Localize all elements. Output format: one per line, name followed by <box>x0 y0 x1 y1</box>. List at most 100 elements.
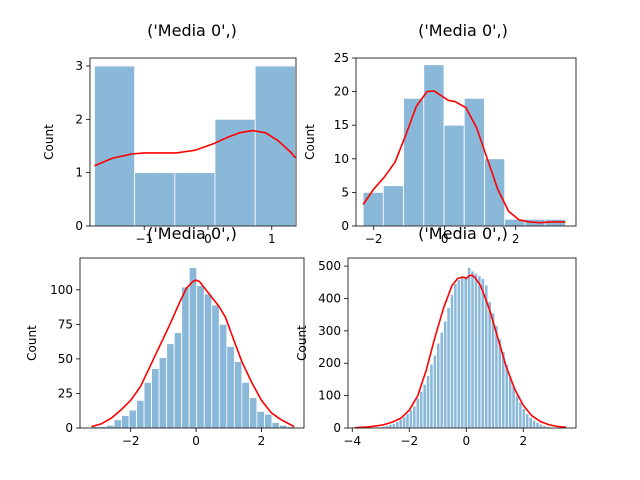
histogram-bar <box>538 423 544 429</box>
axes-frame <box>79 257 305 429</box>
y-axis-ticks: 0 100 200 300 400 500 <box>318 259 348 435</box>
x-tick-label: −2 <box>122 434 140 448</box>
x-axis-ticks: −2 0 2 <box>365 226 519 246</box>
histogram-bar <box>518 401 523 429</box>
histogram-bar <box>214 118 256 227</box>
histogram-bar <box>511 385 516 429</box>
histogram-bar <box>514 394 520 429</box>
y-tick-label: 1 <box>75 166 83 180</box>
y-axis-ticks: 0 5 10 15 20 25 <box>334 51 356 233</box>
histogram-panel-top-right: ('Media 0',) Count −2 0 2 0 5 10 15 20 25 <box>303 21 577 246</box>
histogram-bar <box>211 304 220 429</box>
histogram-bar <box>453 283 458 429</box>
y-tick-label: 25 <box>58 386 73 400</box>
histogram-bar <box>432 354 438 429</box>
panel-title: ('Media 0',) <box>418 224 508 243</box>
histogram-bar <box>391 423 396 429</box>
y-tick-label: 50 <box>58 352 73 366</box>
histogram-bar <box>470 270 475 429</box>
histogram-bar <box>121 415 130 429</box>
histogram-bar <box>463 97 485 227</box>
histogram-panel-bottom-left: ('Media 0',) Count −2 0 2 0 25 50 75 100 <box>25 224 305 448</box>
histogram-bar <box>279 424 288 429</box>
histogram-bar <box>226 346 235 429</box>
histogram-bar <box>439 331 444 429</box>
x-tick-label: 0 <box>441 232 449 246</box>
histogram-bar <box>405 413 410 429</box>
histogram-bar <box>256 411 265 429</box>
histogram-bar <box>480 277 485 429</box>
histogram-bar <box>528 416 533 429</box>
histogram-bar <box>113 419 122 429</box>
histogram-bar <box>497 338 503 429</box>
histogram-bar <box>436 342 441 429</box>
histogram-bar <box>271 422 280 429</box>
histogram-bar <box>136 399 145 429</box>
histogram-bar <box>181 286 190 429</box>
y-tick-label: 500 <box>318 259 341 273</box>
y-tick-label: 3 <box>75 59 83 73</box>
panel-title: ('Media 0',) <box>147 224 237 243</box>
histogram-bar <box>196 285 205 429</box>
histogram-bar <box>504 364 509 429</box>
axes-frame <box>89 57 297 227</box>
histogram-bar <box>395 421 400 429</box>
histogram-bar <box>412 405 417 429</box>
histogram-bar <box>362 191 384 227</box>
histogram-bar <box>173 332 183 429</box>
x-tick-label: −1 <box>135 232 153 246</box>
y-axis-label: Count <box>25 325 39 361</box>
histogram-bar <box>233 361 243 429</box>
x-tick-label: −4 <box>343 434 361 448</box>
x-tick-label: 0 <box>192 434 200 448</box>
x-tick-label: −2 <box>400 434 418 448</box>
histogram-bar <box>487 301 492 429</box>
y-tick-label: 300 <box>318 324 341 338</box>
histogram-bar <box>128 409 137 429</box>
y-axis-ticks: 0 25 50 75 100 <box>50 283 80 435</box>
histogram-bar <box>188 267 198 429</box>
histogram-bar <box>423 64 445 227</box>
histogram-bar <box>422 383 427 429</box>
y-axis-ticks: 0 1 2 3 <box>75 59 90 233</box>
histogram-bar <box>106 424 115 429</box>
histogram-bar <box>134 172 176 227</box>
histogram-bar <box>419 390 424 429</box>
histogram-panel-top-left: ('Media 0',) Count −1 0 1 0 1 2 3 <box>42 21 297 246</box>
y-tick-label: 0 <box>75 219 83 233</box>
y-tick-label: 25 <box>334 51 349 65</box>
histogram-bar <box>94 65 136 227</box>
histogram-bar <box>203 293 213 429</box>
axes-frame <box>355 57 577 227</box>
histogram-bar <box>241 381 250 429</box>
histogram-bar <box>460 275 465 429</box>
histogram-bar <box>415 397 420 429</box>
histogram-bar <box>158 357 168 429</box>
histogram-bar <box>443 124 465 227</box>
histogram-bar <box>403 97 425 227</box>
histogram-panel-bottom-right: ('Media 0',) Count −4 −2 0 2 0 100 200 300 400 5… <box>295 224 577 448</box>
histogram-bar <box>508 376 513 429</box>
histogram-bar <box>218 323 228 429</box>
histogram-bar <box>425 375 431 429</box>
histogram-bar <box>490 312 496 429</box>
histogram-bar <box>254 65 296 227</box>
histogram-bar <box>443 320 448 429</box>
histogram-bar <box>388 424 393 429</box>
y-tick-label: 100 <box>318 389 341 403</box>
histogram-bar <box>463 277 468 429</box>
histogram-bar <box>525 413 530 429</box>
x-tick-label: 0 <box>462 434 470 448</box>
y-axis-label: Count <box>295 325 309 361</box>
histogram-bar <box>398 418 403 429</box>
x-axis-ticks: −2 0 2 <box>122 428 265 448</box>
histogram-bar <box>143 381 153 429</box>
y-tick-label: 75 <box>58 317 73 331</box>
histogram-bar <box>473 272 479 429</box>
histogram-bar <box>446 307 451 429</box>
x-tick-label: 0 <box>204 232 212 246</box>
y-tick-label: 0 <box>341 219 349 233</box>
histogram-bars <box>362 64 566 227</box>
x-tick-label: 2 <box>519 434 527 448</box>
